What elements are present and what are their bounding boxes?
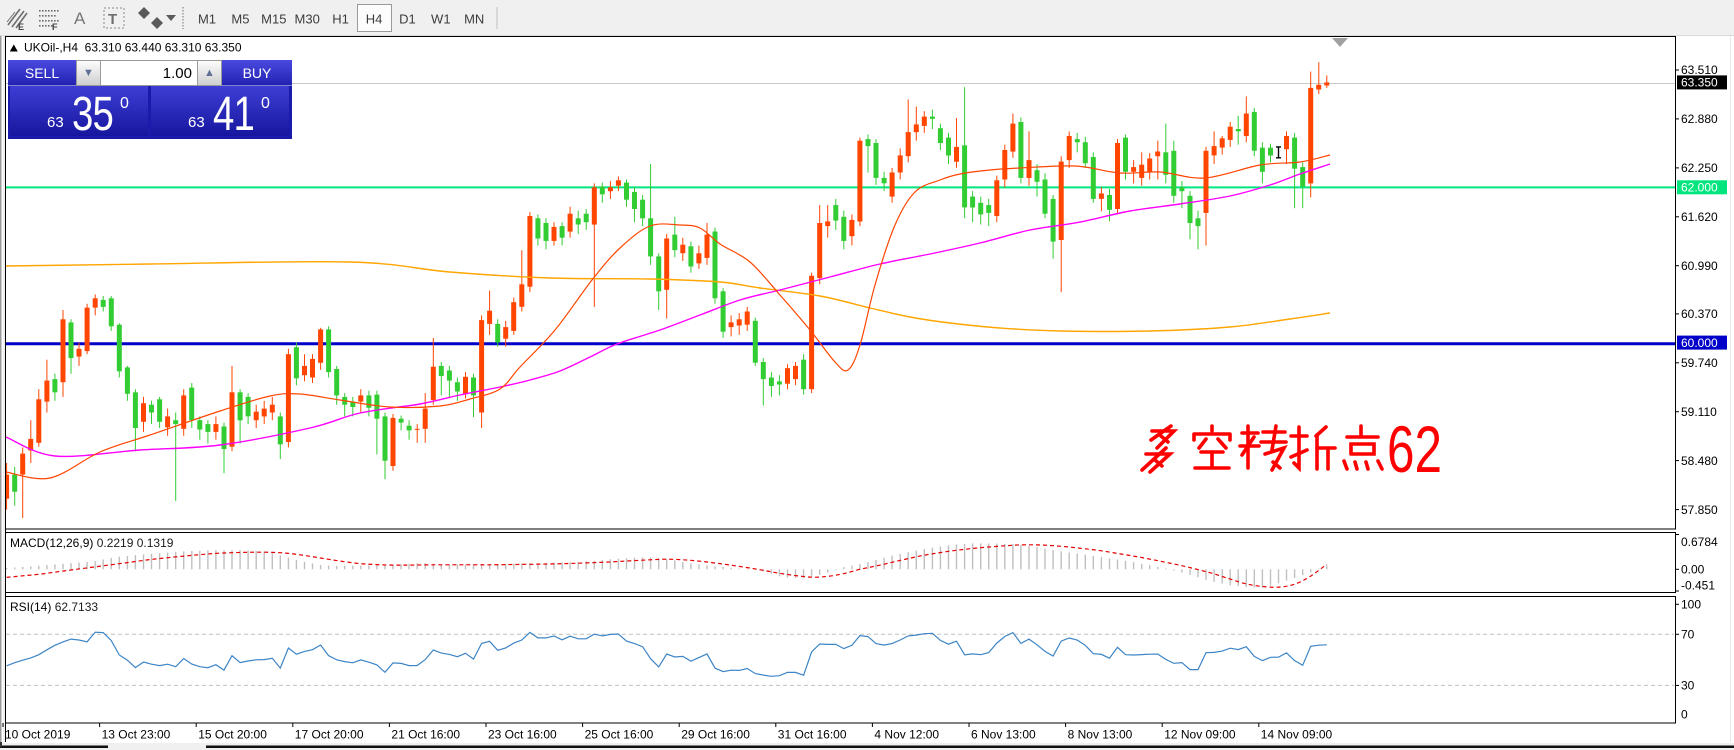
svg-text:4 Nov 12:00: 4 Nov 12:00 (874, 728, 939, 742)
svg-text:100: 100 (1681, 598, 1701, 612)
svg-text:21 Oct 16:00: 21 Oct 16:00 (391, 728, 460, 742)
svg-text:RSI(14) 62.7133: RSI(14) 62.7133 (10, 600, 98, 614)
svg-text:10 Oct 2019: 10 Oct 2019 (5, 728, 71, 742)
svg-text:D1: D1 (399, 12, 416, 27)
svg-text:23 Oct 16:00: 23 Oct 16:00 (488, 728, 557, 742)
svg-text:H1: H1 (332, 12, 349, 27)
svg-text:63.350: 63.350 (1681, 76, 1718, 90)
svg-text:25 Oct 16:00: 25 Oct 16:00 (585, 728, 654, 742)
svg-text:M30: M30 (295, 12, 320, 27)
svg-text:15 Oct 20:00: 15 Oct 20:00 (198, 728, 267, 742)
svg-text:60.990: 60.990 (1681, 259, 1718, 273)
svg-text:M15: M15 (261, 12, 286, 27)
svg-text:A: A (74, 9, 86, 28)
svg-text:T: T (108, 11, 117, 28)
svg-text:6 Nov 13:00: 6 Nov 13:00 (971, 728, 1036, 742)
svg-text:70: 70 (1681, 628, 1695, 642)
svg-text:60.370: 60.370 (1681, 307, 1718, 321)
svg-text:31 Oct 16:00: 31 Oct 16:00 (778, 728, 847, 742)
svg-text:MN: MN (464, 12, 484, 27)
svg-text:M5: M5 (231, 12, 249, 27)
svg-text:0.00: 0.00 (1681, 563, 1705, 577)
svg-text:-0.451: -0.451 (1681, 578, 1715, 592)
svg-text:62.250: 62.250 (1681, 161, 1718, 175)
svg-text:60.000: 60.000 (1681, 336, 1718, 350)
svg-text:0.6784: 0.6784 (1681, 535, 1718, 549)
svg-text:62.880: 62.880 (1681, 112, 1718, 126)
svg-text:57.850: 57.850 (1681, 503, 1718, 517)
svg-text:MACD(12,26,9) 0.2219 0.1319: MACD(12,26,9) 0.2219 0.1319 (10, 536, 174, 550)
svg-text:M1: M1 (198, 12, 216, 27)
svg-text:12 Nov 09:00: 12 Nov 09:00 (1164, 728, 1236, 742)
svg-text:63.510: 63.510 (1681, 63, 1718, 77)
svg-text:UKOil-,H4 63.310 63.440 63.31: UKOil-,H4 63.310 63.440 63.310 63.350 (24, 41, 242, 55)
svg-text:8 Nov 13:00: 8 Nov 13:00 (1068, 728, 1133, 742)
svg-text:F: F (52, 22, 58, 32)
svg-text:0: 0 (1681, 708, 1688, 722)
svg-text:30: 30 (1681, 679, 1695, 693)
svg-text:59.110: 59.110 (1681, 405, 1717, 419)
svg-text:H4: H4 (366, 12, 383, 27)
svg-text:14 Nov 09:00: 14 Nov 09:00 (1261, 728, 1333, 742)
svg-text:17 Oct 20:00: 17 Oct 20:00 (295, 728, 364, 742)
svg-text:61.620: 61.620 (1681, 210, 1718, 224)
svg-text:29 Oct 16:00: 29 Oct 16:00 (681, 728, 750, 742)
svg-text:62.000: 62.000 (1681, 181, 1718, 195)
svg-text:E: E (18, 22, 24, 32)
svg-text:58.480: 58.480 (1681, 454, 1718, 468)
svg-text:59.740: 59.740 (1681, 356, 1718, 370)
svg-text:W1: W1 (431, 12, 451, 27)
svg-text:13 Oct 23:00: 13 Oct 23:00 (102, 728, 171, 742)
svg-text:62: 62 (1387, 412, 1442, 486)
